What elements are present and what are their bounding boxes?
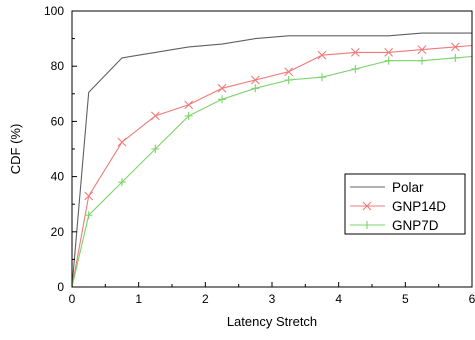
x-tick-label: 2 xyxy=(202,292,209,306)
data-point-gnp14d xyxy=(150,111,160,121)
series-line-gnp14d xyxy=(71,44,473,288)
x-tick-label: 5 xyxy=(402,292,409,306)
data-point-gnp7d xyxy=(418,56,426,65)
data-point-gnp14d xyxy=(217,83,227,93)
legend-marker-gnp7d xyxy=(363,221,371,229)
x-axis-ticks: 0 1 2 3 4 5 6 xyxy=(69,282,475,306)
legend-marker-gnp14d xyxy=(362,201,372,211)
data-point-gnp7d xyxy=(251,84,260,93)
x-tick-label: 1 xyxy=(135,292,142,306)
y-tick-label: 20 xyxy=(51,225,65,239)
y-tick-label: 60 xyxy=(51,114,65,128)
series-gnp7d xyxy=(71,53,473,288)
plot-frame xyxy=(71,10,473,288)
data-point-gnp7d xyxy=(118,178,126,187)
data-point-gnp14d xyxy=(317,50,327,60)
y-tick-label: 40 xyxy=(51,170,65,184)
plot-marks xyxy=(71,32,473,288)
series-gnp14d xyxy=(71,42,473,288)
series-line-polar xyxy=(71,32,472,288)
y-axis-ticks: 0 20 40 60 80 100 xyxy=(44,4,77,294)
y-tick-label: 100 xyxy=(44,4,64,18)
data-point-gnp14d xyxy=(84,191,94,201)
data-point-gnp14d xyxy=(350,48,360,57)
series-line-gnp7d xyxy=(71,55,473,288)
legend-item-polar: Polar xyxy=(350,180,424,195)
data-point-gnp7d xyxy=(151,145,160,153)
x-tick-label: 6 xyxy=(469,292,475,306)
data-point-gnp7d xyxy=(451,53,460,62)
data-point-gnp14d xyxy=(417,45,427,55)
data-point-gnp14d xyxy=(450,42,460,52)
y-axis-title: CDF (%) xyxy=(8,124,23,175)
legend-label-gnp14d: GNP14D xyxy=(392,199,446,214)
legend-item-gnp14d: GNP14D xyxy=(350,199,446,214)
legend-item-gnp7d: GNP7D xyxy=(350,218,439,233)
data-point-gnp14d xyxy=(284,67,294,77)
y-tick-label: 0 xyxy=(57,280,64,294)
x-tick-label: 3 xyxy=(269,292,276,306)
x-tick-label: 4 xyxy=(335,292,342,306)
legend-label-polar: Polar xyxy=(392,180,424,195)
y-tick-label: 80 xyxy=(51,59,65,73)
x-axis-title: Latency Stretch xyxy=(227,314,317,329)
data-point-gnp7d xyxy=(184,111,193,120)
legend-label-gnp7d: GNP7D xyxy=(392,218,439,233)
data-point-gnp7d xyxy=(384,56,393,65)
data-point-gnp7d xyxy=(84,211,93,220)
series-polar xyxy=(71,32,472,288)
data-point-gnp7d xyxy=(351,64,360,73)
data-point-gnp14d xyxy=(184,100,194,110)
data-point-gnp14d xyxy=(250,75,260,85)
x-tick-label: 0 xyxy=(69,292,76,306)
data-point-gnp7d xyxy=(318,73,326,82)
data-point-gnp7d xyxy=(284,76,293,84)
data-point-gnp7d xyxy=(218,95,226,104)
data-point-gnp14d xyxy=(384,48,394,57)
legend: Polar GNP14D GNP7D xyxy=(344,173,466,235)
data-point-gnp14d xyxy=(117,137,127,147)
